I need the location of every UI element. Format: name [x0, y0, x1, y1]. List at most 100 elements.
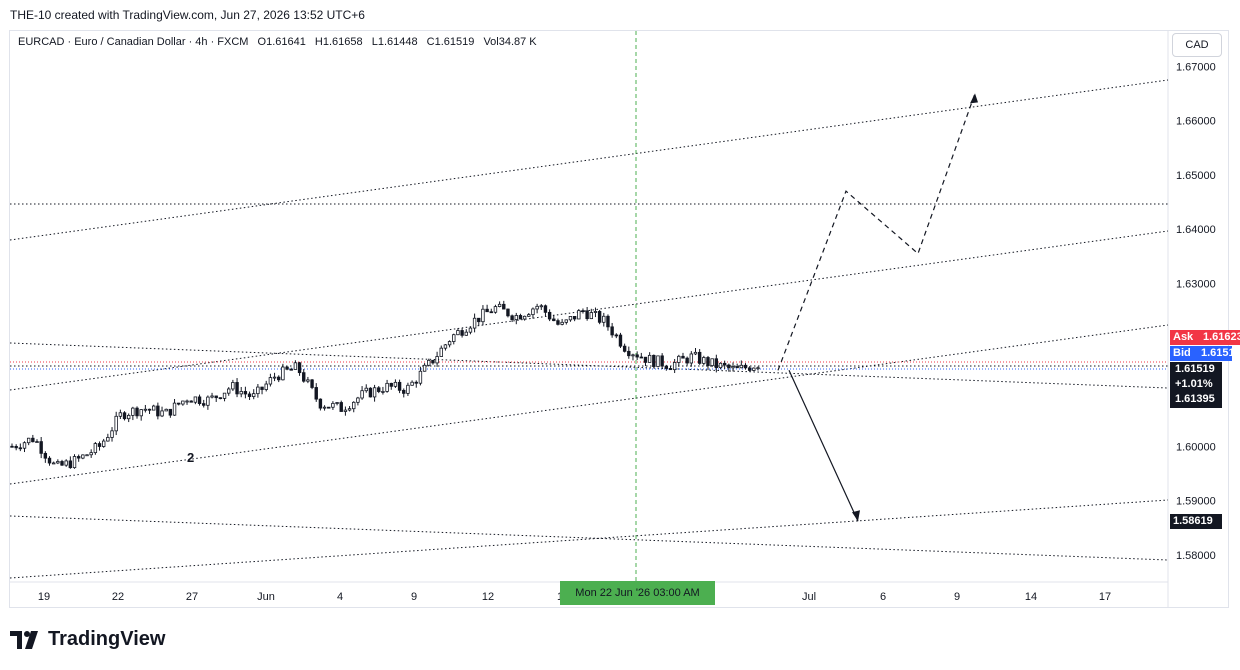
candle-up [185, 400, 189, 403]
candle-up [210, 395, 214, 398]
candle-down [47, 457, 52, 464]
descending-line[interactable] [9, 515, 1169, 561]
mid-channel-line[interactable] [9, 230, 1169, 391]
y-tick-label: 1.63000 [1176, 278, 1216, 290]
candle-up [693, 351, 698, 355]
projection-down-path[interactable] [788, 370, 859, 522]
legend-high: H1.61658 [314, 36, 363, 48]
candle-up [114, 415, 118, 432]
candle-up [393, 381, 398, 387]
candle-up [427, 359, 431, 366]
candle-up [593, 311, 598, 313]
candle-up [252, 393, 256, 397]
candle-down [310, 379, 314, 388]
candle-up [264, 383, 268, 390]
x-tick-label: 12 [482, 591, 494, 603]
candle-down [122, 412, 127, 420]
candle-up [322, 406, 327, 409]
lower-channel-line[interactable] [9, 324, 1169, 485]
candle-up [64, 460, 68, 466]
candle-down [260, 386, 264, 390]
candle-up [56, 461, 60, 464]
candle-down [135, 407, 139, 417]
upper-channel-line[interactable] [9, 79, 1169, 241]
candle-down [477, 317, 481, 323]
x-tick-label: 27 [186, 591, 198, 603]
y-axis-ticks: 1.67000 1.66000 1.65000 1.64000 1.63000 1.600… [1176, 61, 1216, 562]
x-tick-label: 17 [1099, 591, 1111, 603]
candle-down [14, 446, 18, 449]
candle-up [539, 305, 543, 308]
candle-down [377, 387, 381, 392]
candle-up [672, 362, 677, 371]
candle-up [93, 443, 98, 454]
last-price-tag: 1.61519 +1.01% 1.61395 [1170, 362, 1222, 408]
candle-up [51, 462, 56, 465]
candle-up [352, 401, 356, 410]
candle-down [339, 402, 343, 412]
chart-legend: EURCAD · Euro / Canadian Dollar · 4h · F… [18, 36, 543, 48]
channel-lines[interactable] [9, 79, 1169, 579]
currency-button[interactable]: CAD [1172, 33, 1222, 57]
legend-close: C1.61519 [426, 36, 475, 48]
candle-down [277, 376, 281, 381]
chart-frame [9, 30, 1229, 608]
projection-up-path[interactable] [777, 93, 976, 371]
candle-up [110, 430, 114, 438]
crosshair-date-label: Mon 22 Jun '26 03:00 AM [560, 581, 715, 605]
projection-up-arrowhead [970, 93, 978, 104]
candle-up [356, 397, 360, 403]
candle-down [727, 364, 731, 369]
candle-down [202, 403, 206, 406]
candle-up [464, 331, 468, 336]
candle-down [664, 365, 669, 369]
candle-down [68, 460, 73, 469]
candle-up [589, 312, 593, 320]
candle-down [327, 406, 331, 409]
candle-up [656, 355, 660, 367]
candle-up [335, 402, 339, 404]
x-tick-label: 19 [38, 591, 50, 603]
candle-up [347, 408, 352, 411]
projection-down-arrowhead [852, 510, 860, 522]
candle-up [227, 388, 231, 394]
candle-up [89, 452, 93, 456]
tradingview-logo-icon [10, 630, 38, 649]
candle-up [106, 437, 110, 442]
candle-up [306, 379, 310, 382]
bottom-support-line[interactable] [9, 499, 1169, 579]
price-change: +1.01% [1175, 378, 1213, 390]
candle-up [447, 341, 452, 346]
candle-down [652, 354, 656, 367]
candle-up [535, 305, 539, 310]
candle-up [181, 400, 185, 405]
candle-up [522, 315, 527, 320]
candle-down [597, 311, 602, 323]
descending-line-2[interactable] [9, 342, 1169, 389]
candles [10, 300, 760, 469]
candle-down [156, 405, 160, 417]
candle-up [281, 366, 285, 381]
candle-up [231, 382, 235, 390]
candle-down [714, 358, 719, 369]
candle-up [193, 396, 198, 403]
candle-up [710, 358, 714, 366]
candle-down [389, 382, 393, 387]
x-tick-label: 9 [954, 591, 960, 603]
candle-up [527, 314, 531, 317]
candle-up [422, 364, 427, 372]
tradingview-logo[interactable]: TradingView [10, 628, 165, 651]
candle-up [206, 396, 210, 406]
candle-down [685, 357, 689, 364]
candle-up [481, 308, 485, 323]
candle-down [572, 316, 577, 320]
candle-up [718, 362, 723, 369]
ask-value: 1.61623 [1203, 331, 1240, 343]
candle-down [43, 452, 48, 459]
x-tick-label: Jun [257, 591, 275, 603]
candle-up [35, 441, 39, 443]
candle-down [189, 400, 193, 403]
candle-up [126, 414, 131, 420]
candle-up [101, 440, 106, 447]
